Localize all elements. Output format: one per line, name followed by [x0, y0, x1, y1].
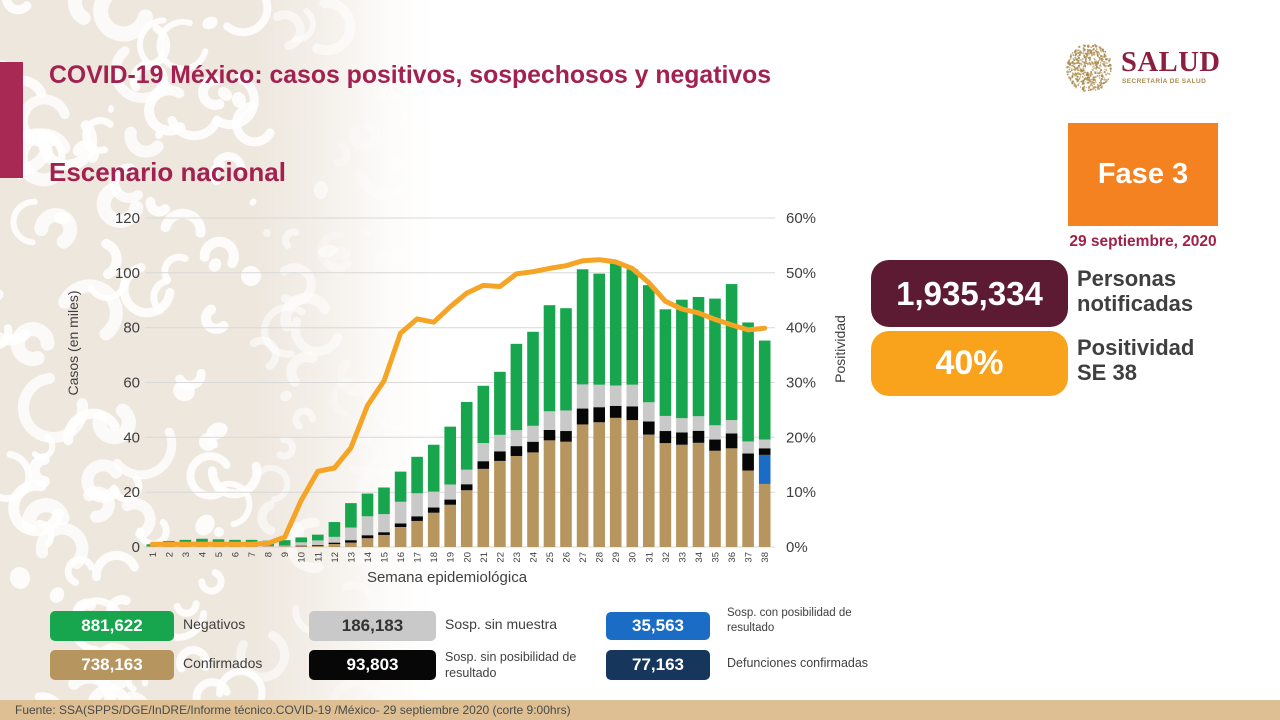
svg-text:Positividad: Positividad: [832, 315, 848, 383]
svg-text:35: 35: [711, 552, 722, 563]
svg-text:6: 6: [231, 552, 242, 557]
svg-text:26: 26: [562, 552, 573, 563]
svg-text:7: 7: [247, 552, 258, 557]
svg-text:50%: 50%: [786, 265, 816, 282]
svg-text:Casos (en miles): Casos (en miles): [65, 290, 81, 395]
svg-text:27: 27: [578, 552, 589, 563]
svg-text:10%: 10%: [786, 484, 816, 501]
svg-text:80: 80: [123, 320, 140, 337]
svg-text:38: 38: [760, 552, 771, 563]
svg-text:23: 23: [512, 552, 523, 563]
svg-text:14: 14: [363, 552, 374, 563]
svg-text:28: 28: [595, 552, 606, 563]
svg-text:16: 16: [396, 552, 407, 563]
svg-text:20%: 20%: [786, 429, 816, 446]
svg-text:2: 2: [164, 552, 175, 557]
svg-text:13: 13: [346, 552, 357, 563]
svg-text:30%: 30%: [786, 375, 816, 392]
svg-text:1: 1: [148, 552, 159, 557]
svg-text:11: 11: [313, 552, 324, 562]
svg-text:30: 30: [628, 552, 639, 563]
svg-text:Semana epidemiológica: Semana epidemiológica: [367, 569, 528, 586]
svg-text:3: 3: [181, 552, 192, 557]
svg-text:0: 0: [132, 539, 140, 556]
svg-text:17: 17: [413, 552, 424, 563]
svg-text:22: 22: [495, 552, 506, 563]
svg-text:9: 9: [280, 552, 291, 557]
svg-text:37: 37: [744, 552, 755, 563]
svg-text:8: 8: [264, 552, 275, 557]
svg-text:120: 120: [115, 210, 140, 227]
svg-text:21: 21: [479, 552, 490, 563]
svg-text:40%: 40%: [786, 320, 816, 337]
svg-text:25: 25: [545, 552, 556, 563]
svg-text:15: 15: [380, 552, 391, 563]
svg-text:20: 20: [462, 552, 473, 563]
svg-text:19: 19: [446, 552, 457, 563]
svg-text:60%: 60%: [786, 210, 816, 227]
svg-text:18: 18: [429, 552, 440, 563]
svg-text:10: 10: [297, 552, 308, 563]
svg-text:36: 36: [727, 552, 738, 563]
svg-text:33: 33: [677, 552, 688, 563]
svg-text:20: 20: [123, 484, 140, 501]
svg-text:31: 31: [644, 552, 655, 563]
svg-text:5: 5: [214, 552, 225, 557]
svg-text:100: 100: [115, 265, 140, 282]
svg-text:12: 12: [330, 552, 341, 563]
svg-text:24: 24: [529, 552, 540, 563]
svg-text:32: 32: [661, 552, 672, 563]
svg-text:60: 60: [123, 375, 140, 392]
svg-text:0%: 0%: [786, 539, 808, 556]
svg-text:29: 29: [611, 552, 622, 563]
svg-text:34: 34: [694, 552, 705, 563]
svg-text:4: 4: [198, 552, 209, 557]
svg-text:40: 40: [123, 429, 140, 446]
